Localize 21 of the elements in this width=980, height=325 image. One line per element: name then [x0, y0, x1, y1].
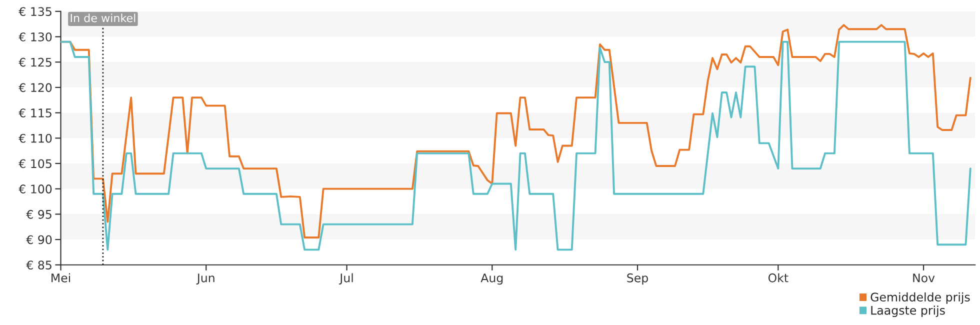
- x-tick-label: Sep: [627, 273, 648, 285]
- y-tick-label: € 130: [18, 32, 52, 42]
- legend-label: Gemiddelde prijs: [870, 292, 970, 304]
- x-tick-label: Okt: [768, 273, 788, 282]
- y-tick-label: € 110: [18, 134, 52, 143]
- y-tick-label: € 90: [26, 235, 52, 244]
- y-tick-label: € 100: [18, 184, 52, 194]
- y-tick-label: € 85: [26, 260, 52, 270]
- ref-line-label: In de winkel: [70, 14, 136, 22]
- y-tick-label: € 115: [18, 108, 52, 118]
- y-tick-label: € 125: [18, 58, 52, 67]
- x-tick-label: Aug: [480, 274, 503, 285]
- x-tick-label: Jul: [339, 273, 353, 285]
- y-tick-label: € 120: [18, 83, 52, 92]
- x-tick-label: Jun: [196, 274, 214, 285]
- x-tick-label: Nov: [913, 274, 935, 282]
- y-tick-label: € 105: [18, 159, 52, 168]
- x-tick-label: Mei: [52, 273, 70, 282]
- legend-label: Laagste prijs: [871, 306, 945, 318]
- y-tick-label: € 135: [18, 7, 52, 16]
- y-tick-label: € 95: [26, 210, 52, 219]
